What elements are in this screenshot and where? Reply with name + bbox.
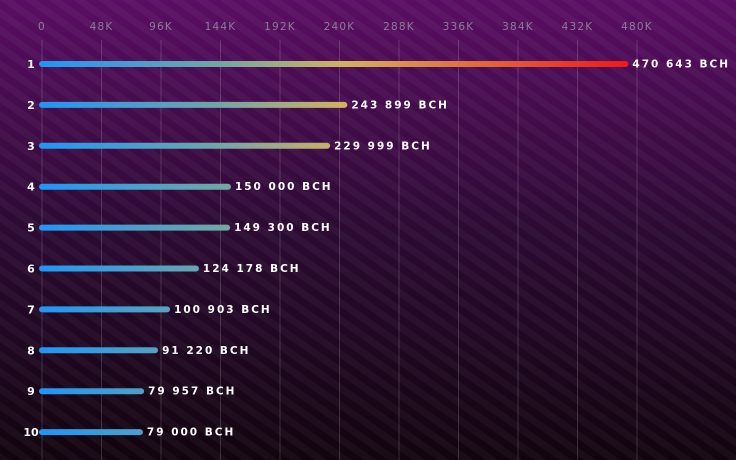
- x-tick-label: 240K: [324, 21, 356, 33]
- y-tick-label: 9: [27, 385, 35, 398]
- value-label: 100 903 BCH: [174, 304, 272, 316]
- x-tick-label: 192K: [264, 21, 296, 33]
- y-tick-label: 3: [27, 140, 35, 153]
- y-tick-label: 1: [27, 58, 35, 71]
- y-tick-label: 5: [27, 222, 35, 235]
- x-tick-label: 336K: [443, 21, 475, 33]
- value-label: 149 300 BCH: [234, 222, 332, 234]
- x-tick-label: 432K: [562, 21, 594, 33]
- value-label: 150 000 BCH: [235, 181, 333, 193]
- x-tick-label: 144K: [205, 21, 237, 33]
- y-tick-label: 7: [27, 303, 35, 316]
- value-label: 243 899 BCH: [351, 99, 449, 111]
- value-label: 79 000 BCH: [147, 427, 235, 439]
- x-tick-label: 0: [38, 21, 46, 33]
- plot: 0 48K 96K 144K 192K 240K 288K 336K 384K 432K 480K 1…: [23, 21, 730, 460]
- x-tick-label: 384K: [502, 21, 534, 33]
- x-tick-label: 48K: [90, 21, 114, 33]
- value-label: 470 643 BCH: [632, 59, 730, 71]
- y-tick-label: 4: [27, 181, 35, 194]
- x-tick-label: 480K: [621, 21, 653, 33]
- y-tick-label: 8: [27, 344, 35, 357]
- y-tick-label: 10: [23, 426, 39, 439]
- value-label: 79 957 BCH: [148, 386, 236, 398]
- x-tick-label: 288K: [383, 21, 415, 33]
- y-tick-label: 6: [27, 263, 35, 276]
- value-label: 91 220 BCH: [162, 345, 250, 357]
- value-label: 229 999 BCH: [334, 140, 432, 152]
- x-tick-label: 96K: [149, 21, 173, 33]
- value-label: 124 178 BCH: [203, 263, 301, 275]
- y-tick-label: 2: [27, 99, 35, 112]
